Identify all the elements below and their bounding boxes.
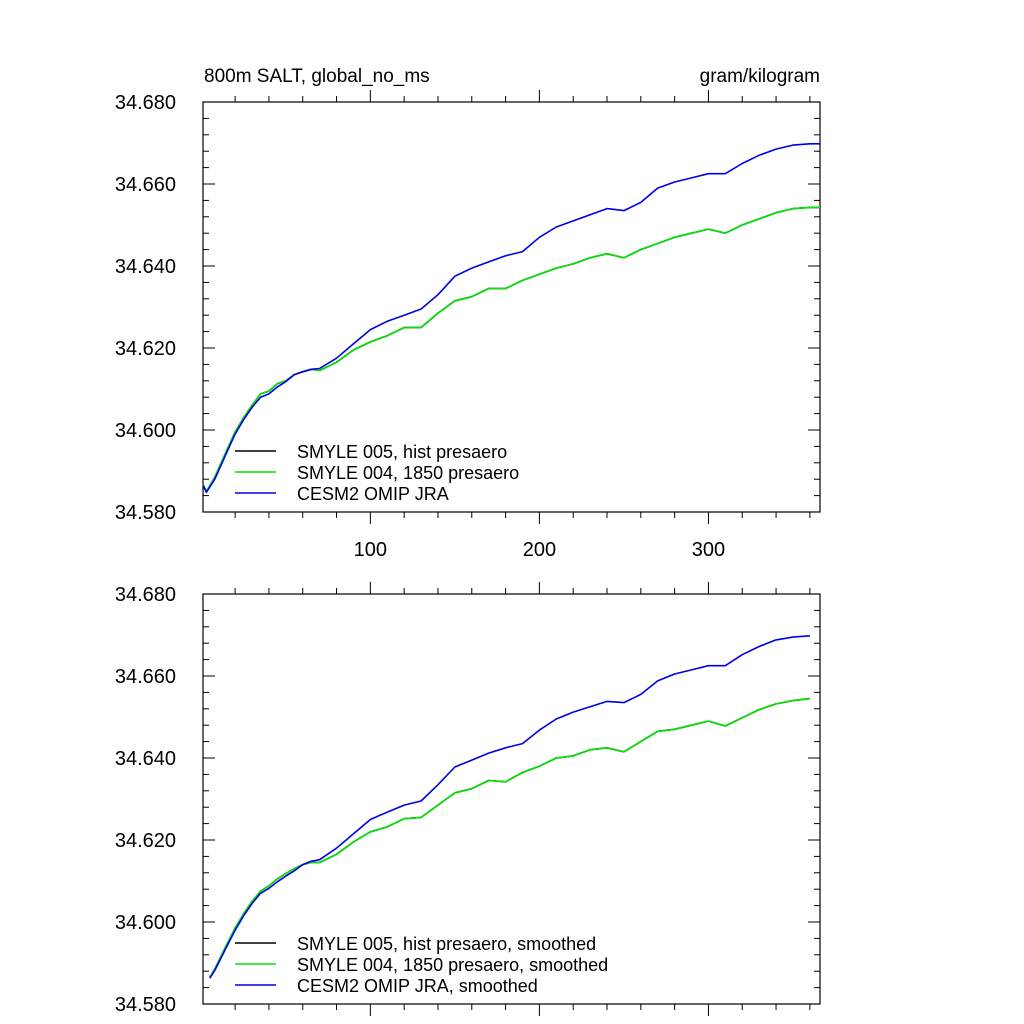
x-tick-label: 300 <box>692 539 725 561</box>
y-tick-label: 34.620 <box>115 338 176 360</box>
y-tick-label: 34.640 <box>115 748 176 770</box>
y-tick-label: 34.580 <box>115 994 176 1016</box>
x-tick-label: 200 <box>523 539 556 561</box>
series-line-2 <box>202 143 820 494</box>
panel-title-right: gram/kilogram <box>700 66 820 87</box>
y-tick-label: 34.680 <box>115 584 176 606</box>
y-tick-label: 34.660 <box>115 666 176 688</box>
y-tick-label: 34.680 <box>115 92 176 114</box>
bottom-panel-chart: 34.580 34.600 34.620 34.640 34.660 34.680 SMYL… <box>115 582 821 1016</box>
legend-label: SMYLE 005, hist presaero <box>297 442 507 462</box>
x-tick-label: 100 <box>354 539 387 561</box>
series-line-1 <box>202 206 820 493</box>
series-line-1 <box>209 697 810 978</box>
legend-label: CESM2 OMIP JRA, smoothed <box>297 976 538 996</box>
top-panel-chart: 34.580 34.600 34.620 34.640 34.660 34.680 100 2… <box>115 90 821 561</box>
y-tick-label: 34.620 <box>115 830 176 852</box>
y-tick-label: 34.640 <box>115 256 176 278</box>
series-line-0 <box>202 206 820 493</box>
y-tick-label: 34.600 <box>115 912 176 934</box>
legend-label: SMYLE 004, 1850 presaero <box>297 463 519 483</box>
panel-title-left: 800m SALT, global_no_ms <box>204 66 430 87</box>
y-tick-label: 34.600 <box>115 420 176 442</box>
series-line-2 <box>209 635 810 979</box>
y-tick-label: 34.580 <box>115 502 176 524</box>
legend-label: CESM2 OMIP JRA <box>297 484 449 504</box>
plot-frame <box>202 593 821 1005</box>
y-tick-label: 34.660 <box>115 174 176 196</box>
plot-frame <box>202 101 821 513</box>
legend-label: SMYLE 005, hist presaero, smoothed <box>297 934 596 954</box>
legend-label: SMYLE 004, 1850 presaero, smoothed <box>297 955 608 975</box>
